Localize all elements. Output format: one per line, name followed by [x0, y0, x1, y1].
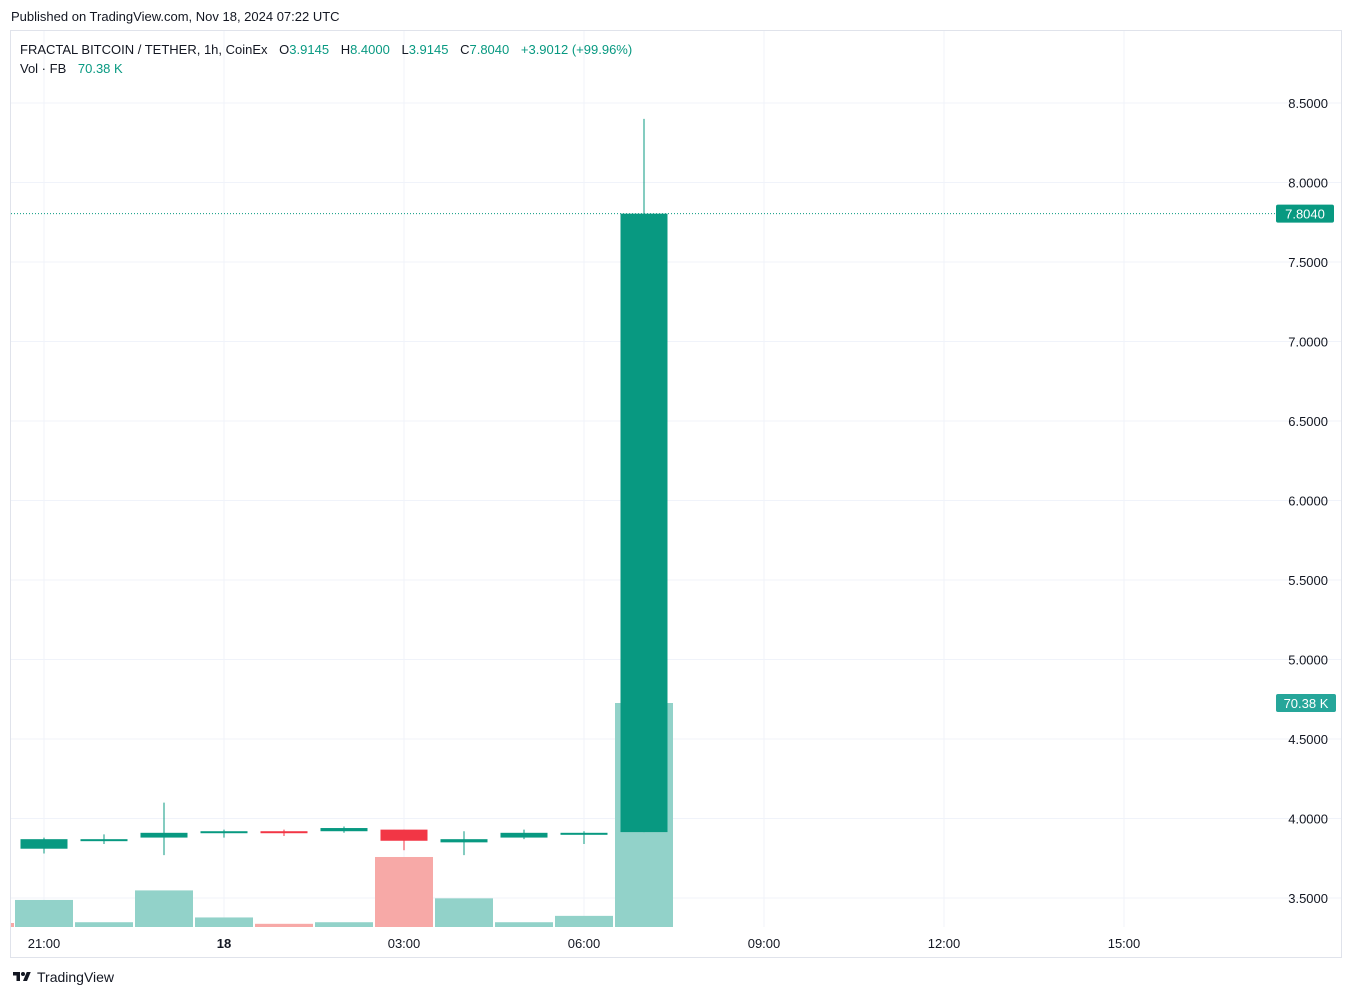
x-tick-label: 18 [217, 936, 231, 951]
grid-lines [11, 31, 1341, 927]
volume-bar [195, 917, 253, 927]
y-tick-label: 7.5000 [1288, 255, 1328, 270]
candles [20, 118, 668, 856]
legend-price-row: FRACTAL BITCOIN / TETHER, 1h, CoinEx O3.… [20, 40, 632, 59]
legend-high-label: H [340, 42, 351, 57]
y-tick-label: 8.0000 [1288, 176, 1328, 191]
candle-body [260, 831, 308, 834]
candle [140, 802, 188, 856]
candle-body [560, 832, 608, 835]
x-tick-label: 06:00 [568, 936, 601, 951]
chart-legend: FRACTAL BITCOIN / TETHER, 1h, CoinEx O3.… [20, 40, 632, 78]
last-volume-badge-bg [1276, 694, 1336, 712]
x-tick-label: 09:00 [748, 936, 781, 951]
candle-body [140, 832, 188, 838]
y-tick-label: 4.5000 [1288, 732, 1328, 747]
candle [500, 829, 548, 840]
legend-open-value: 3.9145 [289, 42, 330, 57]
candle-body [440, 839, 488, 843]
x-tick-label: 21:00 [28, 936, 61, 951]
y-tick-label: 4.0000 [1288, 812, 1328, 827]
volume-bar [555, 915, 613, 927]
candle [560, 831, 608, 844]
last-volume-badge: 70.38 K [1276, 694, 1336, 712]
candle-body [620, 213, 668, 833]
volume-bar [75, 922, 133, 927]
y-tick-label: 6.0000 [1288, 494, 1328, 509]
y-tick-label: 8.5000 [1288, 96, 1328, 111]
y-tick-label: 6.5000 [1288, 414, 1328, 429]
volume-bars [11, 703, 673, 927]
candle [440, 831, 488, 856]
y-tick-label: 5.5000 [1288, 573, 1328, 588]
last-price-badge-bg [1276, 204, 1334, 223]
candle [20, 837, 68, 854]
last-price-label: 7.8040 [1285, 207, 1325, 222]
x-tick-label: 15:00 [1108, 936, 1141, 951]
tradingview-footer[interactable]: TradingView [11, 969, 114, 985]
volume-bar [315, 922, 373, 927]
volume-bar [495, 922, 553, 927]
legend-volume-row: Vol · FB 70.38 K [20, 59, 632, 78]
legend-close-value: 7.8040 [469, 42, 510, 57]
candle [200, 829, 248, 838]
last-price-badge: 7.8040 [1276, 204, 1334, 223]
candle [260, 829, 308, 836]
candle-body [20, 839, 68, 849]
legend-volume-label: Vol · FB [20, 61, 67, 76]
last-volume-label: 70.38 K [1284, 696, 1329, 711]
volume-bar [255, 923, 313, 927]
published-text: Published on TradingView.com, Nov 18, 20… [11, 9, 340, 24]
legend-change: +3.9012 (+99.96%) [520, 42, 633, 57]
y-axis: 3.5000 4.0000 4.5000 5.0000 5.5000 6.0000 6.50… [1288, 96, 1328, 906]
candle-body [80, 839, 128, 842]
volume-bar [135, 890, 193, 927]
candle [320, 826, 368, 833]
y-tick-label: 5.0000 [1288, 653, 1328, 668]
y-tick-label: 3.5000 [1288, 891, 1328, 906]
legend-close-label: C [460, 42, 470, 57]
volume-bar [435, 898, 493, 927]
x-tick-label: 12:00 [928, 936, 961, 951]
candle-body [200, 831, 248, 834]
legend-volume-value: 70.38 K [77, 61, 123, 76]
volume-bar [375, 856, 433, 927]
legend-symbol: FRACTAL BITCOIN / TETHER, 1h, CoinEx [20, 42, 268, 57]
legend-open-label: O [279, 42, 290, 57]
candle [620, 118, 668, 833]
footer-brand: TradingView [37, 969, 115, 985]
legend-low-label: L [401, 42, 409, 57]
candle [380, 829, 428, 851]
candle-body [380, 829, 428, 841]
candle-body [320, 828, 368, 832]
volume-bar [15, 899, 73, 927]
candle-body [500, 832, 548, 838]
x-tick-label: 03:00 [388, 936, 421, 951]
chart-frame [10, 30, 1342, 958]
legend-low-value: 3.9145 [408, 42, 449, 57]
candle [80, 834, 128, 844]
volume-bar [11, 923, 14, 927]
x-axis: 21:00 18 03:00 06:00 09:00 12:00 15:00 [28, 936, 1141, 951]
legend-high-value: 8.4000 [350, 42, 390, 57]
y-tick-label: 7.0000 [1288, 335, 1328, 350]
tradingview-logo-icon [13, 972, 31, 981]
